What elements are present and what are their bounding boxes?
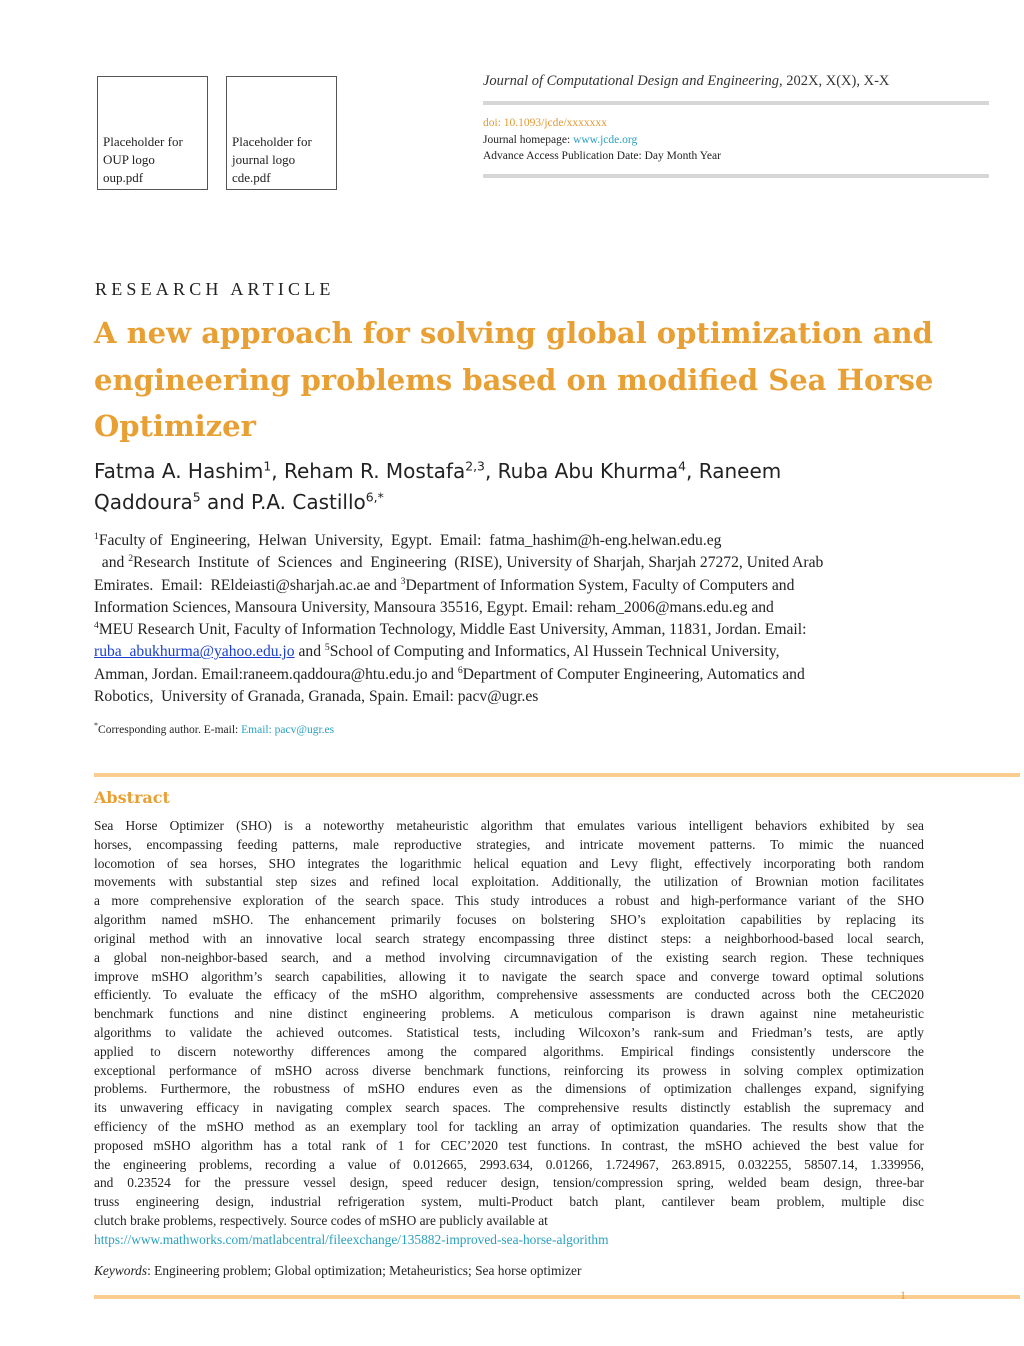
abstract-heading: Abstract <box>94 788 170 807</box>
publication-date: Advance Access Publication Date: Day Mon… <box>483 150 721 162</box>
oup-logo-placeholder: Placeholder for OUP logo oup.pdf <box>97 76 208 190</box>
abstract-line: improve mSHO algorithm’s search capabili… <box>94 968 924 984</box>
text-segment: Emirates. Email: REldeiasti@sharjah.ac.a… <box>94 576 401 594</box>
homepage-link[interactable]: www.jcde.org <box>573 134 638 146</box>
page-number: 1 <box>900 1288 906 1302</box>
article-type: RESEARCH ARTICLE <box>95 279 335 299</box>
text-line: Fatma A. Hashim1, Reham R. Mostafa2,3, R… <box>94 456 974 487</box>
text-segment: Qaddoura <box>94 490 193 514</box>
doi[interactable]: doi: 10.1093/jcde/xxxxxxx <box>483 117 607 129</box>
text-line: ruba_abukhurma@yahoo.edu.jo and 5School … <box>94 641 954 663</box>
text-segment: MEU Research Unit, Faculty of Informatio… <box>98 621 807 639</box>
abstract-line: original method with an innovative local… <box>94 930 924 946</box>
text-line: Robotics, University of Granada, Granada… <box>94 686 954 708</box>
abstract-line: Sea Horse Optimizer (SHO) is a noteworth… <box>94 818 924 833</box>
keywords-label: Keywords <box>94 1263 148 1278</box>
superscript: 3 <box>400 575 406 587</box>
abstract-line: horses, encompassing feeding patterns, m… <box>94 836 924 852</box>
abstract-line: the engineering problems, recording a va… <box>94 1156 924 1172</box>
text-line: 4MEU Research Unit, Faculty of Informati… <box>94 619 954 641</box>
logo-text: oup.pdf <box>103 170 144 185</box>
text-line: Qaddoura5 and P.A. Castillo6,* <box>94 487 974 518</box>
text-segment: Fatma A. Hashim <box>94 459 264 483</box>
superscript: 6,* <box>365 489 384 505</box>
corresponding-label: Corresponding author. E-mail: <box>98 723 242 736</box>
abstract-line: exceptional performance of mSHO across d… <box>94 1062 924 1078</box>
abstract-line: a more comprehensive exploration of the … <box>94 893 924 909</box>
header-divider <box>483 174 989 178</box>
abstract-line: locomotion of sea horses, SHO integrates… <box>94 855 924 871</box>
abstract-line: problems. Furthermore, the robustness of… <box>94 1081 924 1097</box>
text-line: Emirates. Email: REldeiasti@sharjah.ac.a… <box>94 575 954 597</box>
text-segment: and <box>294 643 325 661</box>
superscript: 2,3 <box>465 458 485 474</box>
abstract-line: and 0.23524 for the pressure vessel desi… <box>94 1175 924 1191</box>
abstract-line: algorithm named mSHO. The enhancement pr… <box>94 912 924 928</box>
text-line: 1Faculty of Engineering, Helwan Universi… <box>94 530 954 552</box>
logo-text: OUP logo <box>103 152 155 167</box>
text-segment: School of Computing and Informatics, Al … <box>329 643 780 661</box>
corresponding-email[interactable]: Email: pacv@ugr.es <box>241 723 335 736</box>
superscript: 5 <box>324 642 330 654</box>
superscript: 6 <box>457 664 463 676</box>
email-link[interactable]: ruba_abukhurma@yahoo.edu.jo <box>94 643 295 661</box>
journal-citation: Journal of Computational Design and Engi… <box>483 73 889 90</box>
superscript: 5 <box>192 489 201 505</box>
abstract-line: efficiently. To evaluate the efficacy of… <box>94 987 924 1003</box>
keywords-text: : Engineering problem; Global optimizati… <box>147 1263 582 1278</box>
abstract-line: its unwavering efficacy in navigating co… <box>94 1100 924 1116</box>
logo-text: Placeholder for <box>232 134 312 149</box>
logo-text: Placeholder for <box>103 134 183 149</box>
homepage-label: Journal homepage: <box>483 134 574 146</box>
abstract-top-rule <box>94 773 1020 777</box>
text-segment: Department of Computer Engineering, Auto… <box>462 665 805 683</box>
affiliations: 1Faculty of Engineering, Helwan Universi… <box>94 530 954 708</box>
abstract-line: movements with substantial step sizes an… <box>94 874 924 890</box>
text-line: Information Sciences, Mansoura Universit… <box>94 597 954 619</box>
paper-title: A new approach for solving global optimi… <box>94 316 934 443</box>
superscript: 1 <box>94 530 99 542</box>
text-segment: Robotics, University of Granada, Granada… <box>94 688 539 706</box>
abstract-bottom-rule <box>94 1295 1020 1299</box>
abstract-line: clutch brake problems, respectively. Sou… <box>94 1213 548 1229</box>
superscript: 4 <box>94 620 99 631</box>
text-line: and 2Research Institute of Sciences and … <box>94 552 954 574</box>
journal-homepage: Journal homepage: www.jcde.org <box>483 134 637 146</box>
abstract-line: efficiency of the mSHO method as an exem… <box>94 1119 924 1134</box>
abstract-line: proposed mSHO algorithm has a total rank… <box>94 1137 924 1153</box>
abstract-body: Sea Horse Optimizer (SHO) is a noteworth… <box>94 817 924 1250</box>
text-segment: and P.A. Castillo <box>200 490 366 514</box>
text-segment: , Ruba Abu Khurma <box>484 459 679 483</box>
text-segment: Research Institute of Sciences and Engin… <box>133 554 824 572</box>
abstract-line: applied to discern noteworthy difference… <box>94 1043 924 1059</box>
author-list: Fatma A. Hashim1, Reham R. Mostafa2,3, R… <box>94 456 974 518</box>
text-segment: , Reham R. Mostafa <box>271 459 466 483</box>
abstract-line: truss engineering design, industrial ref… <box>94 1194 924 1210</box>
text-segment: Faculty of Engineering, Helwan Universit… <box>98 532 722 549</box>
header-divider <box>483 101 989 105</box>
logo-text: journal logo <box>232 152 296 167</box>
journal-issue: , 202X, X(X), X-X <box>779 73 890 89</box>
logo-text: cde.pdf <box>232 170 271 185</box>
superscript: 1 <box>263 458 272 474</box>
superscript: 2 <box>128 553 134 565</box>
superscript: 4 <box>678 458 687 474</box>
text-segment: and <box>94 554 129 572</box>
source-code-link[interactable]: https://www.mathworks.com/matlabcentral/… <box>94 1231 609 1247</box>
keywords: Keywords: Engineering problem; Global op… <box>94 1263 581 1279</box>
abstract-line: algorithms to validate the achieved outc… <box>94 1024 924 1040</box>
text-segment: , Raneem <box>686 459 782 483</box>
journal-name: Journal of Computational Design and Engi… <box>483 73 780 89</box>
abstract-line: a global non-neighbor-based search, and … <box>94 949 924 965</box>
text-segment: Amman, Jordan. Email:raneem.qaddoura@htu… <box>94 665 458 683</box>
abstract-line: benchmark functions and nine distinct en… <box>94 1006 924 1022</box>
corresponding-mark: * <box>94 721 99 730</box>
journal-logo-placeholder: Placeholder for journal logo cde.pdf <box>226 76 337 190</box>
text-segment: Department of Information System, Facult… <box>405 576 795 594</box>
text-segment: Information Sciences, Mansoura Universit… <box>94 598 774 616</box>
text-line: Amman, Jordan. Email:raneem.qaddoura@htu… <box>94 664 954 686</box>
corresponding-author: *Corresponding author. E-mail: Email: pa… <box>94 721 334 736</box>
